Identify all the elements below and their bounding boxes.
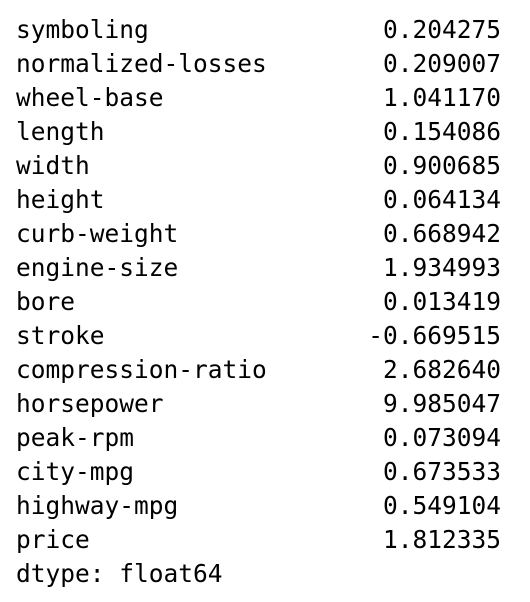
series-label: engine-size — [16, 253, 179, 282]
series-label: curb-weight — [16, 219, 179, 248]
series-row: height 0.064134 — [16, 183, 530, 217]
series-label: price — [16, 525, 90, 554]
series-row: price 1.812335 — [16, 523, 530, 557]
series-row: bore 0.013419 — [16, 285, 530, 319]
series-label: height — [16, 185, 105, 214]
series-row: width 0.900685 — [16, 149, 530, 183]
series-label: width — [16, 151, 90, 180]
series-value: 0.154086 — [382, 117, 501, 146]
series-label: peak-rpm — [16, 423, 135, 452]
series-row: length 0.154086 — [16, 115, 530, 149]
series-value: 0.204275 — [382, 15, 501, 44]
series-row: curb-weight 0.668942 — [16, 217, 530, 251]
series-value: 0.073094 — [382, 423, 501, 452]
series-value: 1.934993 — [382, 253, 501, 282]
series-row: wheel-base 1.041170 — [16, 81, 530, 115]
series-label: symboling — [16, 15, 149, 44]
series-row: highway-mpg 0.549104 — [16, 489, 530, 523]
series-row: normalized-losses 0.209007 — [16, 47, 530, 81]
series-value: 1.812335 — [382, 525, 501, 554]
series-label: stroke — [16, 321, 105, 350]
series-value: 0.209007 — [382, 49, 501, 78]
series-value: 0.900685 — [382, 151, 501, 180]
series-value: 0.549104 — [382, 491, 501, 520]
series-label: highway-mpg — [16, 491, 179, 520]
series-value: 1.041170 — [382, 83, 501, 112]
series-label: compression-ratio — [16, 355, 267, 384]
series-row: horsepower 9.985047 — [16, 387, 530, 421]
series-value: 0.673533 — [382, 457, 501, 486]
series-value: 0.668942 — [382, 219, 501, 248]
series-value: -0.669515 — [368, 321, 501, 350]
series-value: 2.682640 — [382, 355, 501, 384]
series-row: engine-size 1.934993 — [16, 251, 530, 285]
series-row: compression-ratio 2.682640 — [16, 353, 530, 387]
series-label: horsepower — [16, 389, 164, 418]
series-label: bore — [16, 287, 76, 316]
series-rows: symboling 0.204275 normalized-losses 0.2… — [16, 13, 530, 557]
series-row: peak-rpm 0.073094 — [16, 421, 530, 455]
series-row: symboling 0.204275 — [16, 13, 530, 47]
series-value: 0.013419 — [382, 287, 501, 316]
series-row: city-mpg 0.673533 — [16, 455, 530, 489]
series-label: city-mpg — [16, 457, 135, 486]
dtype-line: dtype: float64 — [16, 559, 223, 588]
series-label: length — [16, 117, 105, 146]
series-label: wheel-base — [16, 83, 164, 112]
series-label: normalized-losses — [16, 49, 267, 78]
series-value: 9.985047 — [382, 389, 501, 418]
series-row: stroke -0.669515 — [16, 319, 530, 353]
series-value: 0.064134 — [382, 185, 501, 214]
